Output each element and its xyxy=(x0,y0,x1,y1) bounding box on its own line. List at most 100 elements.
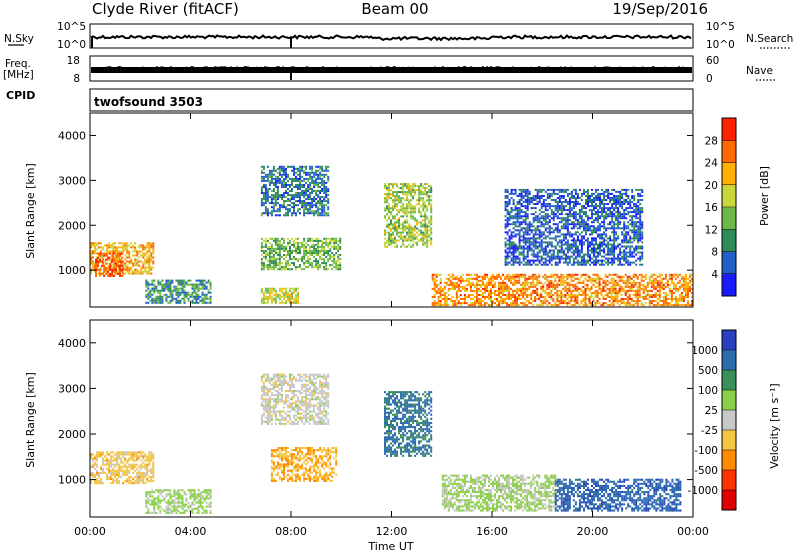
data-cell xyxy=(169,287,172,290)
data-cell xyxy=(516,247,519,250)
data-cell xyxy=(404,213,407,216)
data-cell xyxy=(159,293,162,296)
data-cell xyxy=(410,225,413,228)
data-cell xyxy=(534,300,537,302)
data-cell xyxy=(530,298,533,300)
data-cell xyxy=(664,294,667,296)
data-cell xyxy=(433,302,436,305)
data-cell xyxy=(313,214,316,217)
data-cell xyxy=(591,213,593,216)
data-cell xyxy=(522,251,525,254)
data-cell xyxy=(431,287,434,290)
data-cell xyxy=(584,300,587,302)
data-cell xyxy=(148,256,151,259)
data-cell xyxy=(512,247,515,250)
data-cell xyxy=(560,221,563,224)
data-cell xyxy=(560,257,563,260)
data-cell xyxy=(337,243,340,246)
data-cell xyxy=(469,304,472,307)
data-cell xyxy=(622,281,625,284)
data-cell xyxy=(268,188,271,190)
data-cell xyxy=(591,257,593,260)
data-cell xyxy=(317,173,320,176)
data-cell xyxy=(638,287,641,290)
data-cell xyxy=(479,298,482,300)
data-cell xyxy=(130,262,133,265)
data-cell xyxy=(157,279,160,282)
data-cell xyxy=(418,209,421,212)
data-cell xyxy=(542,199,545,201)
data-cell xyxy=(297,173,299,176)
data-cell xyxy=(574,249,577,252)
data-cell xyxy=(568,283,571,286)
data-cell xyxy=(510,215,513,218)
data-cell xyxy=(664,281,667,284)
data-cell xyxy=(475,279,478,282)
data-cell xyxy=(262,250,265,252)
data-cell xyxy=(522,292,525,294)
data-cell xyxy=(592,279,595,282)
data-cell xyxy=(315,184,318,186)
data-cell xyxy=(195,279,198,282)
data-cell xyxy=(144,262,147,265)
data-cell xyxy=(658,281,661,284)
data-cell xyxy=(317,268,320,271)
data-cell xyxy=(562,237,565,240)
data-cell xyxy=(293,196,295,199)
data-cell xyxy=(605,261,608,264)
data-cell xyxy=(169,293,172,296)
data-cell xyxy=(293,186,295,188)
data-cell xyxy=(532,213,535,216)
data-cell xyxy=(562,300,565,302)
data-cell xyxy=(272,239,275,242)
data-cell xyxy=(418,211,421,214)
data-cell xyxy=(587,203,589,205)
data-cell xyxy=(146,260,149,263)
data-cell xyxy=(514,215,517,218)
data-cell xyxy=(576,249,579,252)
data-cell xyxy=(576,289,579,292)
data-cell xyxy=(612,277,615,280)
data-cell xyxy=(278,206,281,209)
data-cell xyxy=(179,293,182,296)
data-cell xyxy=(562,281,565,284)
data-cell xyxy=(518,275,521,278)
data-cell xyxy=(424,227,427,230)
data-cell xyxy=(518,259,521,262)
data-cell xyxy=(506,188,509,191)
data-cell xyxy=(609,249,612,252)
data-cell xyxy=(601,211,603,214)
data-cell xyxy=(616,302,619,305)
data-cell xyxy=(97,260,99,263)
data-cell xyxy=(107,270,110,273)
data-cell xyxy=(144,268,147,271)
data-cell xyxy=(564,221,567,224)
data-cell xyxy=(307,262,310,265)
data-cell xyxy=(536,217,539,220)
data-cell xyxy=(620,287,623,290)
data-cell xyxy=(201,297,204,300)
data-cell xyxy=(412,227,415,230)
data-cell xyxy=(96,242,98,245)
data-cell xyxy=(90,258,92,261)
data-cell xyxy=(522,281,525,284)
data-cell xyxy=(171,289,174,292)
data-cell xyxy=(585,203,587,205)
data-cell xyxy=(556,283,559,286)
data-cell xyxy=(481,275,484,278)
data-cell xyxy=(492,285,494,288)
data-cell xyxy=(461,273,464,276)
data-cell xyxy=(418,185,421,188)
data-cell xyxy=(532,300,535,302)
data-cell xyxy=(574,255,577,258)
data-cell xyxy=(576,261,579,264)
data-cell xyxy=(321,212,324,215)
data-cell xyxy=(546,259,549,262)
data-cell xyxy=(518,279,521,282)
data-cell xyxy=(613,247,616,250)
data-cell xyxy=(414,205,417,208)
data-cell xyxy=(664,298,667,300)
data-cell xyxy=(128,270,131,273)
data-cell xyxy=(426,209,429,212)
data-cell xyxy=(138,270,141,273)
